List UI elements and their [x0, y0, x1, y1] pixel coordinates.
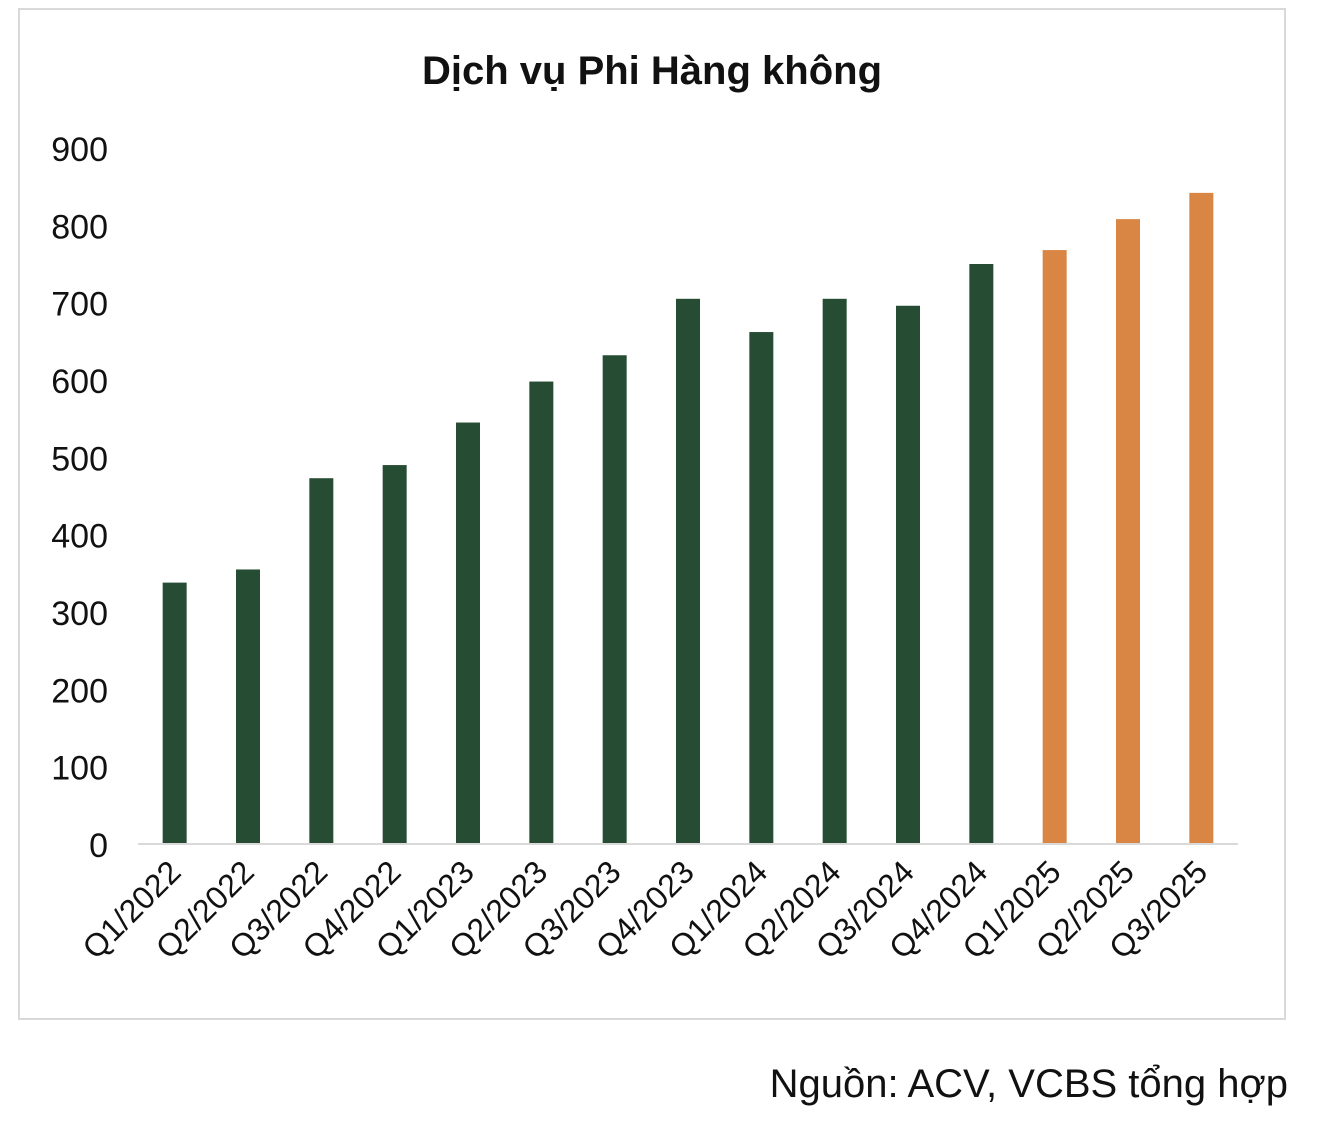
- bar-q3-2022: [309, 478, 334, 844]
- bar-q2-2023: [529, 381, 554, 844]
- bar-q4-2022: [382, 465, 407, 844]
- bar-q1-2023: [456, 422, 480, 844]
- bar-q1-2022: [162, 582, 187, 844]
- y-tick-label: 900: [51, 131, 108, 169]
- y-tick-label: 100: [51, 750, 108, 788]
- y-tick-label: 600: [51, 363, 108, 401]
- y-tick-label: 300: [51, 595, 108, 633]
- chart-frame: [18, 8, 1286, 1020]
- bars: [162, 192, 1214, 844]
- bar-q3-2023: [602, 355, 627, 844]
- y-tick-label: 0: [89, 827, 108, 865]
- bar-q1-2024: [749, 332, 774, 844]
- bar-q3-2024: [896, 305, 920, 844]
- x-axis-labels: Q1/2022Q2/2022Q3/2022Q4/2022Q1/2023Q2/20…: [75, 853, 1214, 965]
- bar-q4-2023: [676, 298, 700, 844]
- source-note: Nguồn: ACV, VCBS tổng hợp: [769, 1062, 1288, 1106]
- y-tick-label: 500: [51, 440, 108, 478]
- y-tick-label: 200: [51, 672, 108, 710]
- bar-q2-2025: [1116, 219, 1140, 844]
- bar-q1-2025: [1042, 250, 1067, 844]
- y-tick-label: 700: [51, 286, 108, 324]
- bar-q4-2024: [969, 264, 994, 844]
- bar-q3-2025: [1189, 192, 1214, 844]
- bar-q2-2022: [236, 569, 260, 844]
- y-axis-ticks: 0 100 200 300 400 500 600 700 800 900: [51, 131, 108, 865]
- y-tick-label: 800: [51, 208, 108, 246]
- y-tick-label: 400: [51, 518, 108, 556]
- chart-title: Dịch vụ Phi Hàng không: [422, 49, 882, 93]
- bar-q2-2024: [822, 298, 847, 844]
